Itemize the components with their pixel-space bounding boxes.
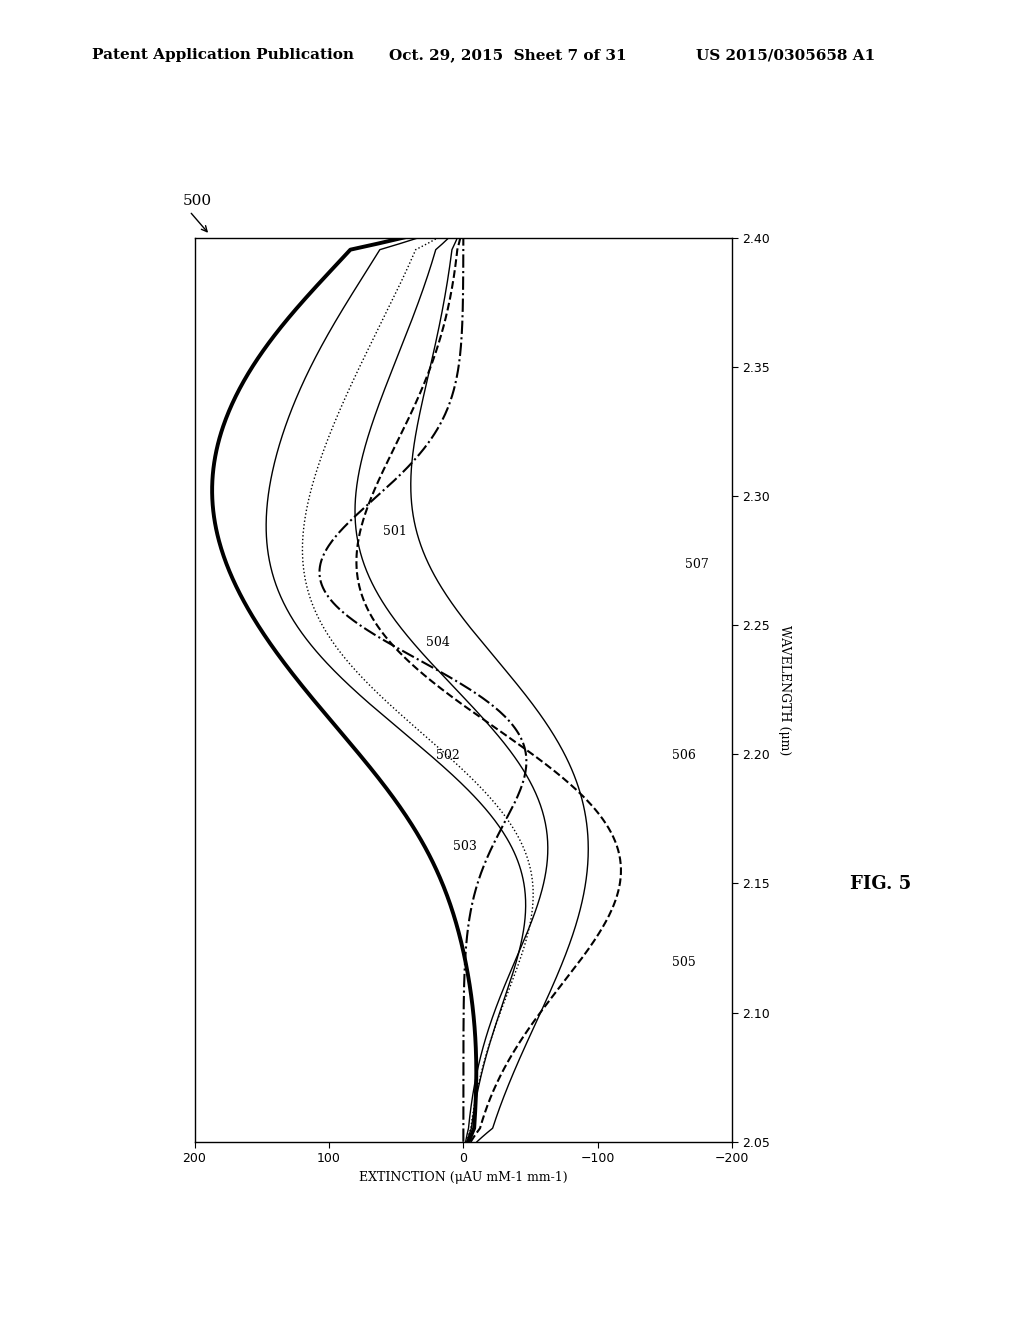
- X-axis label: EXTINCTION (μAU mM-1 mm-1): EXTINCTION (μAU mM-1 mm-1): [359, 1171, 567, 1184]
- Text: 504: 504: [426, 636, 450, 649]
- Text: FIG. 5: FIG. 5: [851, 875, 911, 892]
- Text: 501: 501: [383, 524, 407, 537]
- Text: 505: 505: [672, 956, 695, 969]
- Text: 500: 500: [182, 194, 211, 207]
- Text: 507: 507: [685, 558, 709, 572]
- Text: Patent Application Publication: Patent Application Publication: [92, 49, 354, 62]
- Text: 506: 506: [672, 750, 695, 763]
- Text: Oct. 29, 2015  Sheet 7 of 31: Oct. 29, 2015 Sheet 7 of 31: [389, 49, 627, 62]
- Text: 502: 502: [436, 750, 460, 763]
- Text: 503: 503: [453, 840, 476, 853]
- Y-axis label: WAVELENGTH (μm): WAVELENGTH (μm): [778, 624, 792, 755]
- Text: US 2015/0305658 A1: US 2015/0305658 A1: [696, 49, 876, 62]
